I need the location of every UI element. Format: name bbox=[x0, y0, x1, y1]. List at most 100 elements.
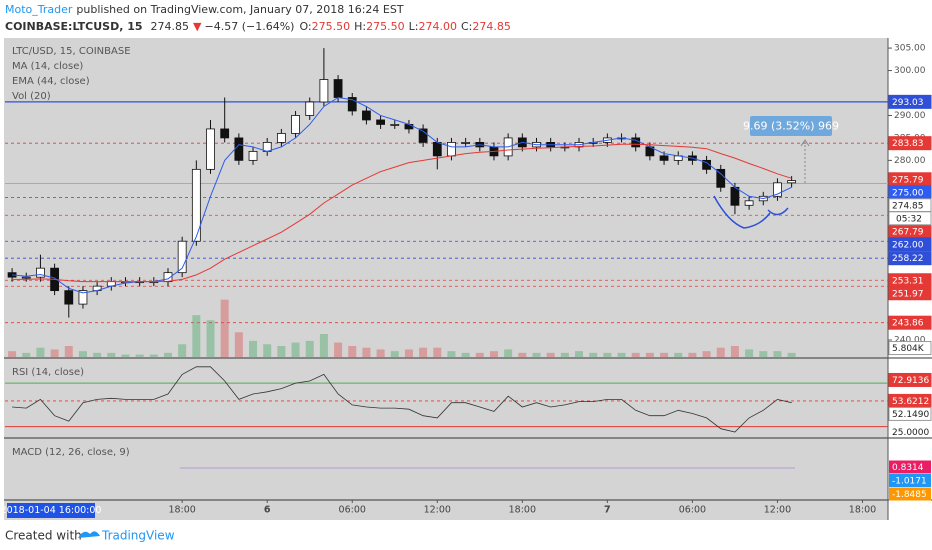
candle-body bbox=[206, 128, 215, 170]
macd-tag bbox=[889, 487, 931, 501]
measure-text: 9.69 (3.52%) 969 bbox=[743, 120, 839, 133]
volume-bar bbox=[419, 347, 428, 358]
price-tag-label: 258.22 bbox=[892, 254, 924, 264]
pattern-curve bbox=[767, 207, 789, 216]
candle-body bbox=[744, 200, 754, 206]
volume-bar bbox=[730, 346, 739, 358]
y-tick-label: 280.00 bbox=[894, 156, 926, 166]
x-tick-label: 18:00 bbox=[849, 505, 876, 516]
candle-body bbox=[787, 180, 797, 184]
volume-bar bbox=[475, 352, 484, 358]
volume-bar bbox=[234, 332, 243, 358]
price-tag-label: 267.79 bbox=[892, 227, 924, 237]
volume-bar bbox=[22, 352, 31, 358]
volume-bar bbox=[93, 352, 102, 358]
candle-body bbox=[659, 155, 669, 161]
candle-body bbox=[177, 240, 187, 274]
published: published on TradingView.com, January 07… bbox=[76, 3, 403, 16]
macd-tag bbox=[889, 460, 931, 474]
y-tick-label: 240.00 bbox=[894, 336, 926, 346]
candle-body bbox=[390, 124, 400, 126]
volume-bar bbox=[50, 349, 59, 358]
volume-bar bbox=[589, 352, 598, 358]
volume-bar bbox=[447, 351, 456, 358]
ma-legend: MA (14, close) bbox=[12, 61, 83, 72]
candle-body bbox=[305, 101, 315, 116]
candle-body bbox=[64, 290, 74, 305]
price-tag-label: 251.97 bbox=[892, 289, 924, 299]
candle-body bbox=[716, 168, 726, 188]
volume-bar bbox=[603, 352, 612, 358]
candle-body bbox=[234, 137, 244, 161]
candle-body bbox=[432, 142, 442, 157]
candle-body bbox=[36, 267, 45, 278]
volume-bar bbox=[433, 347, 442, 358]
volume-bar bbox=[575, 351, 584, 358]
l-label: L: bbox=[409, 20, 419, 33]
volume-bar bbox=[362, 347, 371, 358]
volume-bar bbox=[773, 351, 782, 358]
ema-legend: EMA (44, close) bbox=[12, 76, 90, 87]
y-tick-label: 290.00 bbox=[894, 111, 926, 121]
candle-body bbox=[21, 276, 31, 279]
volume-bar bbox=[759, 351, 768, 358]
x-tick-label: 12:00 bbox=[424, 505, 451, 516]
tv-logo bbox=[78, 531, 100, 538]
candle-body bbox=[248, 150, 258, 161]
volume-bar bbox=[702, 351, 711, 358]
footer-brand[interactable]: TradingView bbox=[101, 529, 175, 543]
volume-bar bbox=[404, 349, 413, 358]
volume-bar bbox=[319, 334, 328, 358]
candle-body bbox=[220, 128, 230, 139]
price-tag bbox=[888, 315, 932, 330]
rsi-line bbox=[12, 366, 792, 433]
x-tick-label: 18:00 bbox=[509, 505, 536, 516]
volume-bar bbox=[206, 320, 215, 358]
change: −4.57 (−1.64%) bbox=[205, 20, 295, 33]
macd-tag-label: 0.8314 bbox=[892, 463, 924, 473]
volume-bar bbox=[305, 340, 314, 358]
price-tag-label: 293.03 bbox=[892, 98, 924, 108]
volume-bar bbox=[249, 340, 258, 358]
volume-bar bbox=[787, 352, 796, 358]
x-tick-label: 06:00 bbox=[679, 505, 706, 516]
volume-bar bbox=[688, 352, 697, 358]
candle-body bbox=[347, 97, 357, 112]
countdown: 05:32 bbox=[896, 214, 922, 224]
candle-body bbox=[191, 168, 201, 242]
volume-bar bbox=[64, 346, 73, 358]
volume-bar bbox=[645, 352, 654, 358]
volume-bar bbox=[149, 354, 158, 358]
volume-bar bbox=[631, 352, 640, 358]
author[interactable]: Moto_Trader bbox=[5, 3, 73, 16]
x-tick-label: 12:00 bbox=[764, 505, 791, 516]
volume-bar bbox=[36, 347, 45, 358]
price-tag-label: 53.6212 bbox=[892, 397, 929, 407]
volume-bar bbox=[291, 342, 300, 358]
price-tag-label: 25.0000 bbox=[892, 428, 929, 438]
crosshair-label: 2018-01-04 16:00:00 bbox=[1, 505, 102, 516]
price-tag-label: 283.83 bbox=[892, 139, 924, 149]
price-tag-label: 253.31 bbox=[892, 276, 924, 286]
macd-title: MACD (12, 26, close, 9) bbox=[12, 447, 130, 458]
overlay-line bbox=[12, 143, 792, 283]
volume-bar bbox=[277, 346, 286, 358]
candle-body bbox=[404, 124, 414, 130]
candle-body bbox=[319, 79, 329, 103]
volume-bar bbox=[178, 344, 187, 358]
quote-line: COINBASE:LTCUSD, 15 274.85 ▼ −4.57 (−1.64%)… bbox=[5, 20, 511, 33]
volume-bar bbox=[135, 354, 144, 358]
price-tag bbox=[888, 94, 932, 109]
chart-bg bbox=[4, 38, 888, 520]
price-tag-label: 243.86 bbox=[892, 319, 924, 329]
crosshair-bg bbox=[7, 503, 95, 518]
macd-tag bbox=[889, 474, 931, 487]
volume-bar bbox=[518, 352, 527, 358]
price-tag bbox=[888, 251, 932, 266]
price-tag-label: 275.00 bbox=[892, 188, 924, 198]
price-tag bbox=[888, 286, 932, 301]
volume-bar bbox=[220, 299, 229, 358]
symbol: COINBASE:LTCUSD, 15 bbox=[5, 20, 143, 33]
countdown-bg bbox=[888, 211, 932, 226]
